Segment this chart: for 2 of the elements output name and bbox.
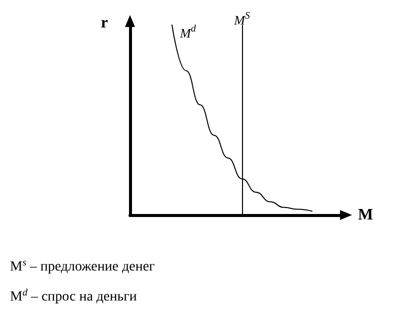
x-axis-title: M (358, 206, 374, 224)
y-axis-title: r (100, 14, 108, 32)
